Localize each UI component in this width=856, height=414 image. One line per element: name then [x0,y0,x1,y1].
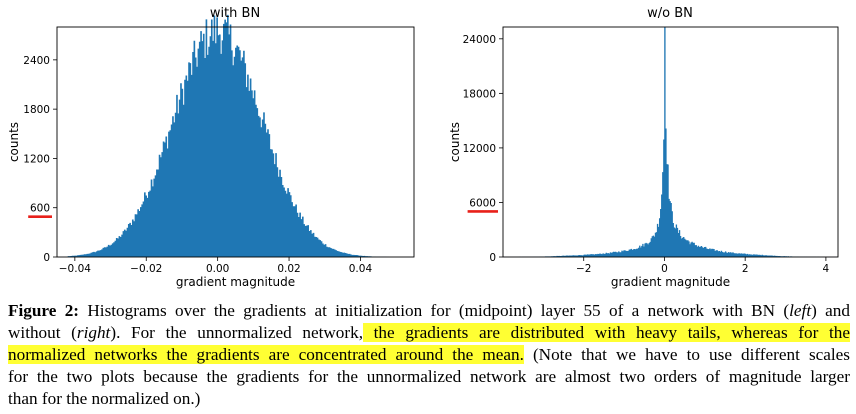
with-bn-x-tick-label: −0.02 [130,263,162,275]
figure-caption: Figure 2: Histograms over the gradients … [8,300,850,410]
with-bn-y-tick-label: 600 [30,203,50,215]
caption-highlight: normalized networks the gradients are co… [8,345,524,364]
caption-line-1: Figure 2: Histograms over the gradients … [8,300,850,322]
with-bn-histogram-bars [67,14,390,257]
without-bn-axes-frame [502,26,839,258]
with-bn-x-tick-label: 0.02 [277,263,300,275]
with-bn-x-tick-label: 0.04 [349,263,373,275]
without-bn-x-tick-label: 2 [742,263,749,275]
with-bn-plot-title: with BN [210,6,260,21]
with-bn-y-tick-label: 1200 [23,153,50,165]
caption-line-4: for the two plots because the gradients … [8,366,850,388]
without-bn-y-tick-label: 12000 [463,143,496,155]
without-bn-x-tick-label: 0 [661,263,668,275]
without-bn-histogram-bars [503,27,839,257]
caption-text: ). For the unnormalized network, [110,323,363,342]
without-bn-x-tick-label: −2 [576,263,591,275]
with-bn-axes-frame [56,26,415,258]
without-bn-x-tick-label: 4 [823,263,830,275]
caption-text: Histograms over the gradients at initial… [87,301,790,320]
with-bn-y-tick-label: 1800 [23,104,50,116]
caption-line-5: than for the normalized on.) [8,388,850,410]
caption-line-2: without (right). For the unnormalized ne… [8,322,850,344]
caption-text: without ( [8,323,77,342]
with-bn-y-axis-label: counts [7,122,21,162]
caption-italic-right: right [76,323,111,342]
without-bn-y-axis-label: counts [448,122,462,162]
caption-text: ) and [811,301,850,320]
without-bn-x-axis-label: gradient magnitude [611,275,730,289]
without-bn-y-tick-label: 0 [489,252,496,264]
with-bn-x-tick-label: 0.00 [206,263,229,275]
caption-italic-left: left [789,301,812,320]
caption-text: (Note that we have to use different scal… [523,345,850,364]
with-bn-x-axis-label: gradient magnitude [176,275,295,289]
with-bn-x-tick-label: −0.04 [59,263,91,275]
figure: with BN −0.04 −0.02 0.00 0.02 0.04 0 600 1200 180… [7,6,839,289]
with-bn-y-tick-label: 2400 [23,55,50,67]
with-bn-y-tick-label: 0 [43,252,50,264]
caption-text: for the two plots because the gradients … [8,367,850,386]
caption-line-3: normalized networks the gradients are co… [8,344,850,366]
caption-label: Figure 2: [8,301,80,320]
histogram-figure: with BN −0.04 −0.02 0.00 0.02 0.04 0 600 1200 180… [7,6,839,289]
without-bn-y-tick-label: 24000 [463,34,496,46]
without-bn-y-tick-label: 6000 [469,197,496,209]
without-bn-plot-title: w/o BN [647,6,693,21]
without-bn-y-tick-label: 18000 [463,88,496,100]
caption-text: than for the normalized on.) [8,389,201,408]
caption-highlight: the gradients are distributed with heavy… [363,323,850,342]
